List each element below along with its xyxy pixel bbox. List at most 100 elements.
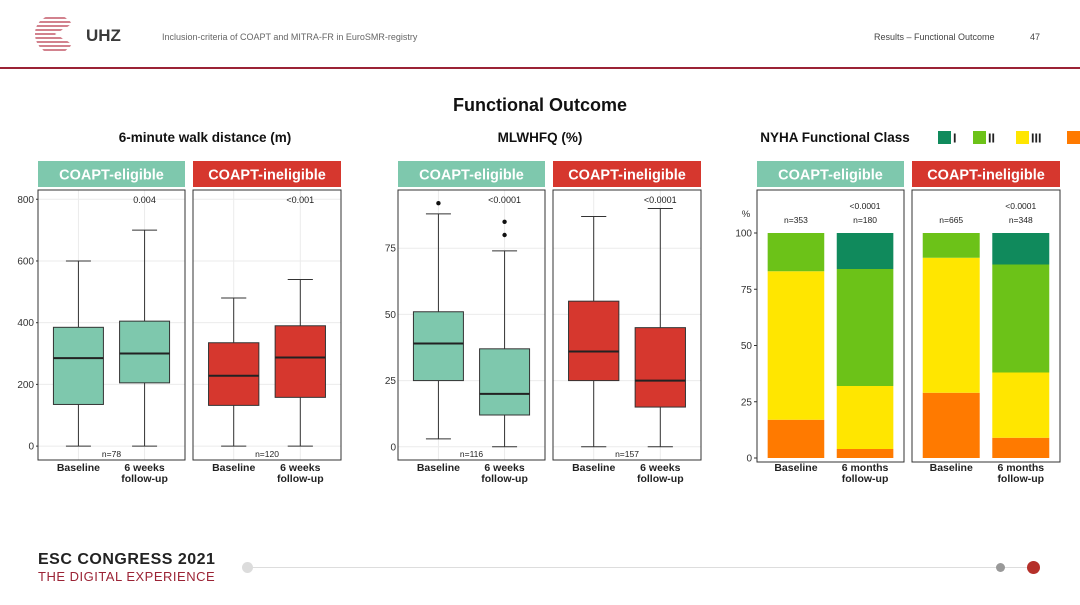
x-tick-label: 6 months follow-up <box>842 462 889 485</box>
x-tick-label: 6 weeks follow-up <box>277 462 324 485</box>
panel-border <box>397 189 546 461</box>
panel-header-ineligible <box>553 161 701 187</box>
chart-title-mlwhfq: MLWHFQ (%) <box>497 130 583 145</box>
bar-segment-II <box>767 233 825 272</box>
panel-header-ineligible <box>193 161 341 187</box>
panel-header-label: COAPT-eligible <box>778 168 883 184</box>
bar-segment-II <box>992 264 1050 373</box>
legend-swatch-IV <box>1067 131 1080 144</box>
bar-segment-IV <box>836 449 894 458</box>
logo-text: UHZ <box>86 26 121 45</box>
bar-segment-III <box>992 372 1050 438</box>
panel-header-eligible <box>757 161 904 187</box>
y-tick-label: 600 <box>17 256 34 267</box>
uhz-logo-icon <box>35 17 72 51</box>
y-tick-label: 75 <box>385 244 397 255</box>
page-number: 47 <box>1030 32 1041 42</box>
progress-track <box>247 567 1037 568</box>
box-iqr <box>634 327 686 408</box>
panel-border <box>756 189 905 463</box>
bar-segment-I <box>992 233 1050 265</box>
slide-title: Functional Outcome <box>452 95 627 115</box>
bar-segment-II <box>836 269 894 386</box>
p-value: <0.0001 <box>850 201 881 211</box>
y-tick-label: 800 <box>17 195 34 206</box>
p-value: <0.0001 <box>1005 201 1036 211</box>
bar-segment-IV <box>992 437 1050 458</box>
box-iqr <box>568 300 620 382</box>
y-tick-label: 75 <box>741 285 753 296</box>
x-tick-label: 6 months follow-up <box>997 462 1044 485</box>
box-iqr <box>119 320 171 384</box>
x-tick-label: 6 weeks follow-up <box>121 462 168 485</box>
p-value: <0.001 <box>286 195 314 205</box>
header-section: Results – Functional Outcome <box>874 32 995 42</box>
n-label: n=665 <box>939 215 963 225</box>
panel-header-label: COAPT-eligible <box>419 168 524 184</box>
n-label: n=180 <box>853 215 877 225</box>
panel-header-label: COAPT-ineligible <box>927 168 1045 184</box>
bar-segment-I <box>836 233 894 269</box>
x-tick-label: Baseline <box>57 462 100 474</box>
x-tick-label: 6 weeks follow-up <box>637 462 684 485</box>
panel-header-label: COAPT-eligible <box>59 168 164 184</box>
y-tick-label: 0 <box>28 442 34 453</box>
n-label: n=353 <box>784 215 808 225</box>
x-tick-label: Baseline <box>930 462 973 474</box>
panel-header-label: COAPT-ineligible <box>208 168 326 184</box>
outlier-point <box>436 201 441 206</box>
x-tick-label: Baseline <box>212 462 255 474</box>
chart-nyha: IIIIIIIV%0255075100COAPT-eligiblen=353Ba… <box>735 131 1080 485</box>
n-label: n=120 <box>255 449 279 459</box>
panel-border <box>552 189 702 461</box>
p-value: 0.004 <box>133 195 156 205</box>
progress-mid-dot <box>996 563 1005 572</box>
header-rule <box>0 67 1080 69</box>
x-tick-label: Baseline <box>774 462 817 474</box>
panel-header-eligible <box>398 161 545 187</box>
bar-segment-III <box>922 257 980 393</box>
y-tick-label: 50 <box>741 341 753 352</box>
outlier-point <box>502 232 507 238</box>
panel-border <box>192 189 342 461</box>
y-tick-label: 200 <box>17 380 34 391</box>
box-iqr <box>274 325 326 398</box>
n-label: n=116 <box>460 449 484 459</box>
n-label: n=348 <box>1009 215 1033 225</box>
panel-border <box>911 189 1061 463</box>
legend-label: I <box>953 132 956 146</box>
header-subtitle: Inclusion-criteria of COAPT and MITRA-FR… <box>162 32 418 42</box>
y-tick-label: 50 <box>385 310 397 321</box>
legend-label: III <box>1031 132 1041 146</box>
legend-swatch-III <box>1016 131 1029 144</box>
y-tick-label: 25 <box>741 397 753 408</box>
y-tick-label: 25 <box>385 376 397 387</box>
panel-header-eligible <box>38 161 185 187</box>
y-axis-unit: % <box>742 209 751 220</box>
progress-current-dot[interactable] <box>1027 561 1040 574</box>
box-iqr <box>412 311 464 382</box>
y-tick-label: 0 <box>390 442 396 453</box>
y-tick-label: 400 <box>17 318 34 329</box>
p-value: <0.0001 <box>488 195 521 205</box>
panel-header-label: COAPT-ineligible <box>568 168 686 184</box>
box-iqr <box>52 326 104 405</box>
chart-title-nyha: NYHA Functional Class <box>760 130 910 145</box>
footer-congress: ESC CONGRESS 2021 <box>38 551 216 568</box>
x-tick-label: Baseline <box>417 462 460 474</box>
chart-mlwhfq: 0 25 50 75 COAPT-eligible Baseline 6 weeks foll… <box>385 161 702 485</box>
panel-border <box>37 189 186 461</box>
box-iqr <box>479 348 531 416</box>
chart-6mwd: 0 200 400 600 800 COAPT-eligible Baseline 6 wee… <box>17 161 342 485</box>
box-iqr <box>208 342 260 406</box>
bar-segment-IV <box>767 419 825 458</box>
legend-swatch-II <box>973 131 986 144</box>
panel-header-ineligible <box>912 161 1060 187</box>
n-label: n=157 <box>615 449 639 459</box>
y-tick-label: 0 <box>746 454 752 465</box>
legend-label: II <box>988 132 995 146</box>
progress-start-dot <box>242 562 253 573</box>
slide-header: UHZ Inclusion-criteria of COAPT and MITR… <box>0 0 1080 72</box>
bar-segment-IV <box>922 392 980 458</box>
n-label: n=78 <box>102 449 121 459</box>
